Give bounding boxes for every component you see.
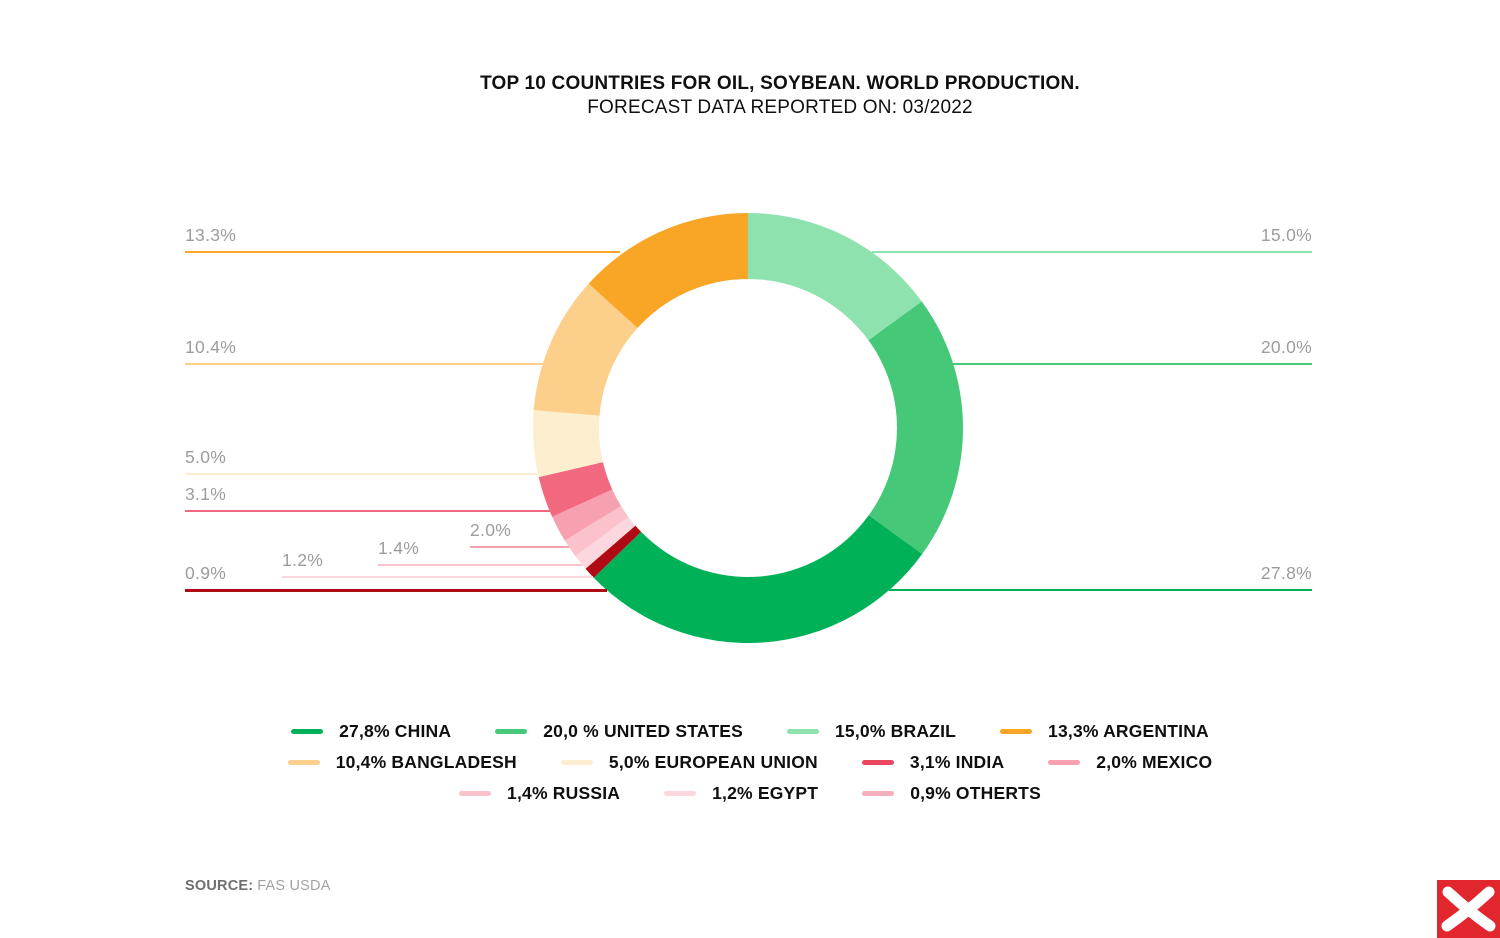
donut-segment-mexico [552,489,622,541]
callout-label-bangladesh: 10.4% [185,337,237,357]
callout-line-india [185,510,550,512]
legend-label: 2,0% MEXICO [1096,752,1213,772]
legend-label: 20,0 % UNITED STATES [543,721,743,741]
donut-segment-india [538,462,613,517]
callout-line-european-union [185,473,538,475]
callout-label-otherts: 0.9% [185,563,227,583]
legend-swatch [459,791,492,796]
donut-segment-china [593,515,923,643]
donut-segment-brazil [748,213,922,341]
callout-label-argentina: 13.3% [185,225,237,245]
chart-title: TOP 10 COUNTRIES FOR OIL, SOYBEAN. WORLD… [480,73,1080,94]
callout-label-india: 3.1% [185,484,227,504]
xtb-logo-icon [1437,880,1500,938]
legend-row: 1,4% RUSSIA 1,2% EGYPT 0,9% OTHERTS [459,783,1041,804]
legend-swatch [495,729,528,734]
callout-label-united-states: 20.0% [1260,337,1312,357]
source-label: SOURCE: [185,878,254,894]
callout-label-european-union: 5.0% [185,447,227,467]
callout-line-china [889,589,1312,591]
legend-label: 27,8% CHINA [339,721,452,741]
callout-line-argentina [185,251,620,253]
donut-segment-egypt [575,516,636,569]
legend-item: 10,4% BANGLADESH [287,752,517,773]
callout-line-egypt [282,576,593,578]
legend-item: 0,9% OTHERTS [862,783,1041,804]
callout-label-egypt: 1.2% [282,550,324,570]
donut-svg [533,213,963,643]
legend-swatch [287,760,320,765]
legend-label: 3,1% INDIA [909,752,1005,772]
source-note: SOURCE: FAS USDA [185,878,331,894]
donut-segment-bangladesh [533,283,638,416]
legend-swatch [786,729,819,734]
legend-swatch [1000,729,1033,734]
legend-swatch [664,791,697,796]
donut-segment-argentina [588,213,748,328]
callout-line-united-states [953,363,1312,365]
legend-item: 15,0% BRAZIL [786,721,957,742]
donut-segment-otherts [585,525,642,578]
legend-item: 1,4% RUSSIA [459,783,620,804]
legend-swatch [560,760,593,765]
legend-item: 5,0% EUROPEAN UNION [560,752,818,773]
callout-label-mexico: 2.0% [470,520,512,540]
legend-swatch [1048,760,1081,765]
callout-line-russia [378,564,582,566]
callout-line-brazil [872,251,1312,253]
callout-line-otherts [185,589,607,592]
callout-label-china: 27.8% [1260,563,1312,583]
callout-label-brazil: 15.0% [1260,225,1312,245]
legend-item: 13,3% ARGENTINA [1000,721,1209,742]
legend-label: 5,0% EUROPEAN UNION [608,752,818,772]
legend-swatch [291,729,324,734]
chart-subtitle: FORECAST DATA REPORTED ON: 03/2022 [587,97,973,118]
legend-label: 13,3% ARGENTINA [1048,721,1209,741]
legend-item: 2,0% MEXICO [1048,752,1212,773]
legend-label: 10,4% BANGLADESH [335,752,517,772]
legend-item: 1,2% EGYPT [664,783,818,804]
legend-row: 27,8% CHINA 20,0 % UNITED STATES 15,0% BRA… [291,721,1209,742]
source-value: FAS USDA [257,878,331,894]
legend-label: 15,0% BRAZIL [834,721,957,741]
legend-item: 27,8% CHINA [291,721,451,742]
donut-segment-united-states [868,301,963,554]
callout-line-bangladesh [185,363,543,365]
legend-label: 1,2% EGYPT [712,783,819,803]
legend: 27,8% CHINA 20,0 % UNITED STATES 15,0% BRA… [0,721,1500,804]
donut-segment-european-union [533,410,603,478]
donut-segment-russia [564,505,629,557]
legend-swatch [862,791,895,796]
callout-label-russia: 1.4% [378,538,420,558]
legend-label: 0,9% OTHERTS [910,783,1041,803]
legend-row: 10,4% BANGLADESH 5,0% EUROPEAN UNION 3,1% … [287,752,1213,773]
legend-item: 20,0 % UNITED STATES [495,721,743,742]
legend-item: 3,1% INDIA [861,752,1005,773]
xtb-logo [1437,880,1500,938]
legend-swatch [861,760,894,765]
legend-label: 1,4% RUSSIA [507,783,621,803]
donut-chart [533,213,963,643]
title-block: TOP 10 COUNTRIES FOR OIL, SOYBEAN. WORLD… [30,72,1500,120]
callout-line-mexico [470,546,569,548]
